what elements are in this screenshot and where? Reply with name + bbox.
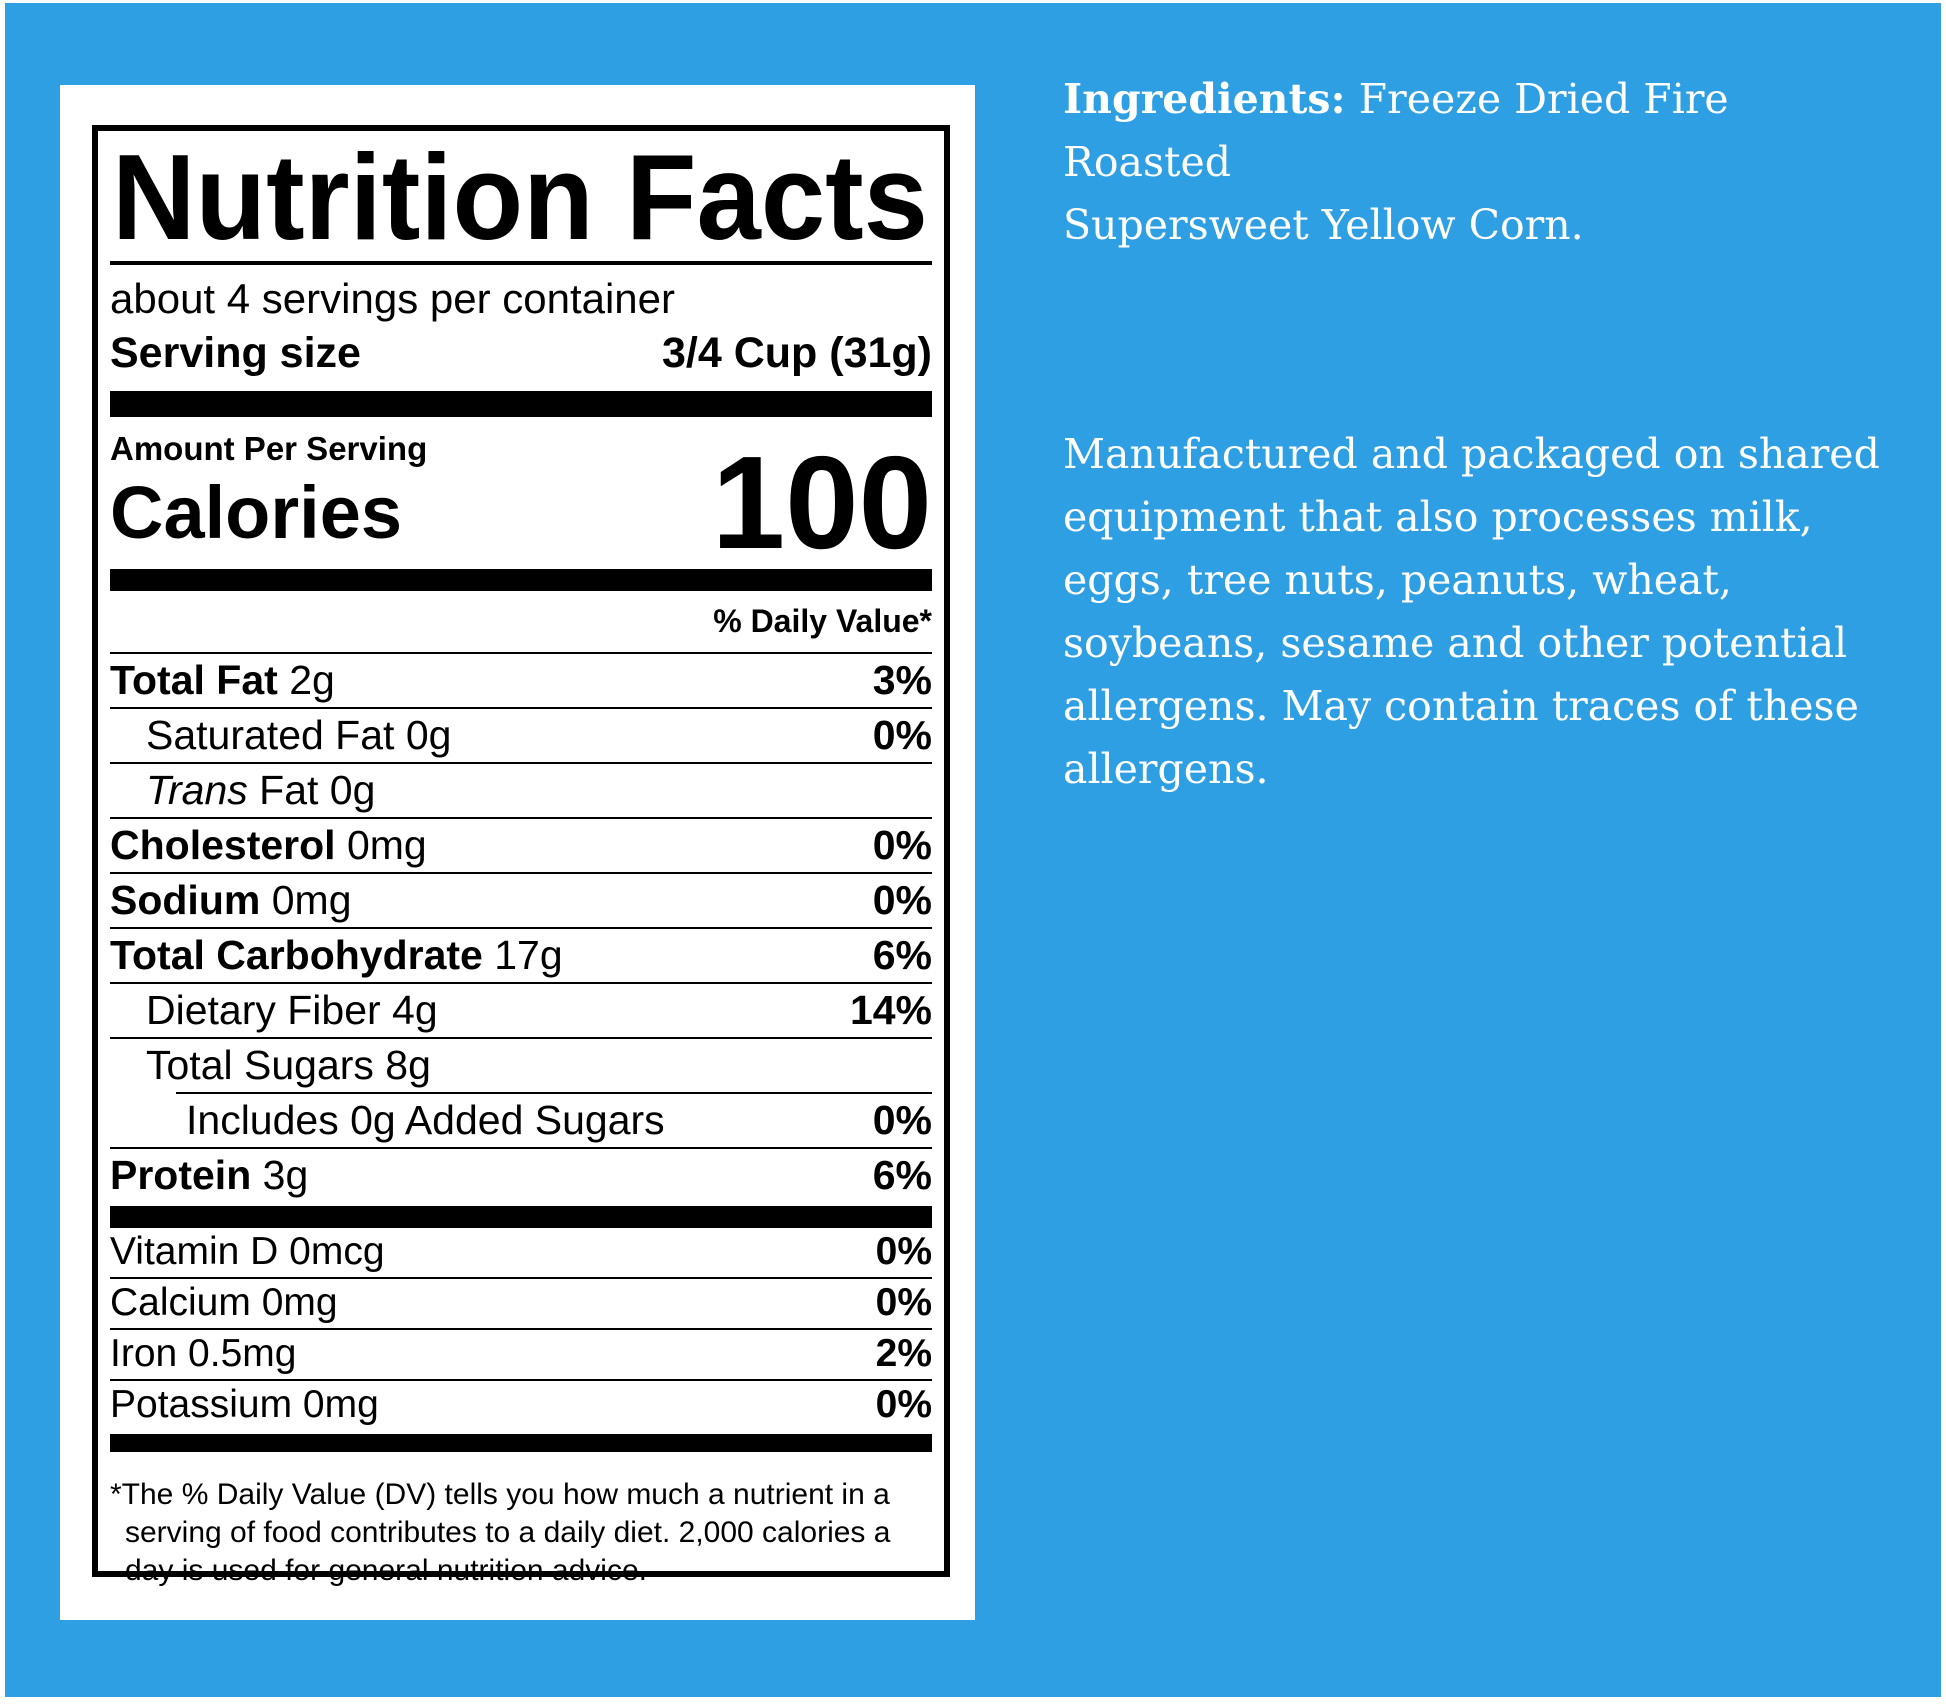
nutrient-name: Total Sugars 8g xyxy=(146,1042,431,1088)
nutrient-name: Total Fat 2g xyxy=(110,657,335,703)
allergen-line: eggs, tree nuts, peanuts, wheat, xyxy=(1063,556,1732,604)
vitamin-row: Potassium 0mg 0% xyxy=(110,1381,932,1430)
allergen-line: Manufactured and packaged on shared xyxy=(1063,430,1880,478)
vitamin-name: Vitamin D 0mcg xyxy=(110,1230,385,1273)
nutrient-row: Sodium 0mg 0% xyxy=(110,874,932,929)
allergen-paragraph: Manufactured and packaged on shared equip… xyxy=(1063,423,1903,801)
footnote-line: *The % Daily Value (DV) tells you how mu… xyxy=(110,1478,890,1511)
nutrient-name: Trans Fat 0g xyxy=(146,767,376,813)
ingredients-paragraph: Ingredients: Freeze Dried Fire Roasted S… xyxy=(1063,68,1903,257)
ingredients-text: Freeze Dried Fire Roasted xyxy=(1063,75,1729,186)
amount-per-serving-label: Amount Per Serving xyxy=(110,430,428,467)
nutrition-facts-title-block: Nutrition Facts xyxy=(110,131,932,265)
nutrition-facts-title: Nutrition Facts xyxy=(112,141,928,253)
thick-divider-bar xyxy=(110,391,932,417)
ingredients-line: Ingredients: Freeze Dried Fire Roasted xyxy=(1063,68,1903,194)
medium-divider-bar xyxy=(110,1206,932,1228)
vitamin-row: Iron 0.5mg 2% xyxy=(110,1330,932,1381)
nutrient-daily-value: 0% xyxy=(872,877,932,923)
nutrient-name: Cholesterol 0mg xyxy=(110,822,427,868)
calories-section: Amount Per Serving Calories 100 xyxy=(110,425,932,576)
allergen-line: allergens. xyxy=(1063,745,1269,793)
nutrient-row: Total Sugars 8g xyxy=(110,1039,932,1092)
nutrient-row: Dietary Fiber 4g 14% xyxy=(110,984,932,1039)
nutrient-row: Cholesterol 0mg 0% xyxy=(110,819,932,874)
ingredients-label: Ingredients: xyxy=(1063,75,1346,123)
daily-value-footnote: *The % Daily Value (DV) tells you how mu… xyxy=(110,1464,932,1590)
nutrient-row: Protein 3g 6% xyxy=(110,1149,932,1202)
nutrient-daily-value: 0% xyxy=(872,1097,932,1143)
nutrient-name: Dietary Fiber 4g xyxy=(146,987,438,1033)
serving-size-row: Serving size 3/4 Cup (31g) xyxy=(110,325,932,389)
nutrient-row: Includes 0g Added Sugars 0% xyxy=(110,1094,932,1149)
vitamin-name: Iron 0.5mg xyxy=(110,1332,297,1375)
vitamin-name: Calcium 0mg xyxy=(110,1281,338,1324)
nutrient-row: Total Carbohydrate 17g 6% xyxy=(110,929,932,984)
daily-value-header: % Daily Value* xyxy=(110,591,932,654)
footnote-line: day is used for general nutrition advice… xyxy=(125,1554,647,1587)
vitamin-row: Vitamin D 0mcg 0% xyxy=(110,1228,932,1279)
nutrient-name: Sodium 0mg xyxy=(110,877,352,923)
nutrient-row: Total Fat 2g 3% xyxy=(110,654,932,709)
nutrient-rows: Total Fat 2g 3% Saturated Fat 0g 0% Trans Fa… xyxy=(110,654,932,1202)
calories-value: 100 xyxy=(711,429,932,576)
vitamin-row: Calcium 0mg 0% xyxy=(110,1279,932,1330)
medium-divider-bar xyxy=(110,569,932,591)
small-divider-bar xyxy=(110,1434,932,1452)
nutrient-name: Saturated Fat 0g xyxy=(146,712,452,758)
serving-size-label: Serving size xyxy=(110,329,361,377)
calories-label: Calories xyxy=(110,471,403,554)
vitamin-daily-value: 0% xyxy=(875,1230,932,1273)
nutrient-daily-value: 0% xyxy=(872,822,932,868)
vitamin-daily-value: 0% xyxy=(875,1281,932,1324)
nutrient-name: Includes 0g Added Sugars xyxy=(186,1097,665,1143)
calories-left-column: Amount Per Serving Calories xyxy=(110,427,427,555)
nutrition-label-panel: Nutrition Facts about 4 servings per con… xyxy=(60,85,975,1620)
footnote-line: serving of food contributes to a daily d… xyxy=(125,1516,891,1549)
nutrient-daily-value: 14% xyxy=(849,987,932,1033)
vitamin-rows: Vitamin D 0mcg 0% Calcium 0mg 0% Iron 0.5mg 2… xyxy=(110,1228,932,1430)
nutrition-facts-title-svg: Nutrition Facts xyxy=(112,141,928,253)
serving-size-value: 3/4 Cup (31g) xyxy=(662,329,932,377)
nutrient-daily-value: 6% xyxy=(872,1152,932,1198)
nutrition-facts-label: Nutrition Facts about 4 servings per con… xyxy=(92,125,950,1587)
nutrient-name: Total Carbohydrate 17g xyxy=(110,932,563,978)
ingredients-line: Supersweet Yellow Corn. xyxy=(1063,201,1584,249)
servings-per-container: about 4 servings per container xyxy=(110,275,676,322)
nutrient-daily-value: 0% xyxy=(872,712,932,758)
vitamin-daily-value: 0% xyxy=(875,1383,932,1426)
allergen-line: equipment that also processes milk, xyxy=(1063,493,1813,541)
right-text-panel: Ingredients: Freeze Dried Fire Roasted S… xyxy=(1063,68,1903,801)
inset-divider xyxy=(176,1092,932,1094)
nutrient-row: Trans Fat 0g xyxy=(110,764,932,819)
allergen-line: soybeans, sesame and other potential xyxy=(1063,619,1848,667)
vitamin-name: Potassium 0mg xyxy=(110,1383,379,1426)
nutrient-row: Saturated Fat 0g 0% xyxy=(110,709,932,764)
nutrient-name: Protein 3g xyxy=(110,1152,309,1198)
nutrient-daily-value: 3% xyxy=(872,657,932,703)
nutrient-daily-value: 6% xyxy=(872,932,932,978)
vitamin-daily-value: 2% xyxy=(875,1332,932,1375)
allergen-line: allergens. May contain traces of these xyxy=(1063,682,1859,730)
